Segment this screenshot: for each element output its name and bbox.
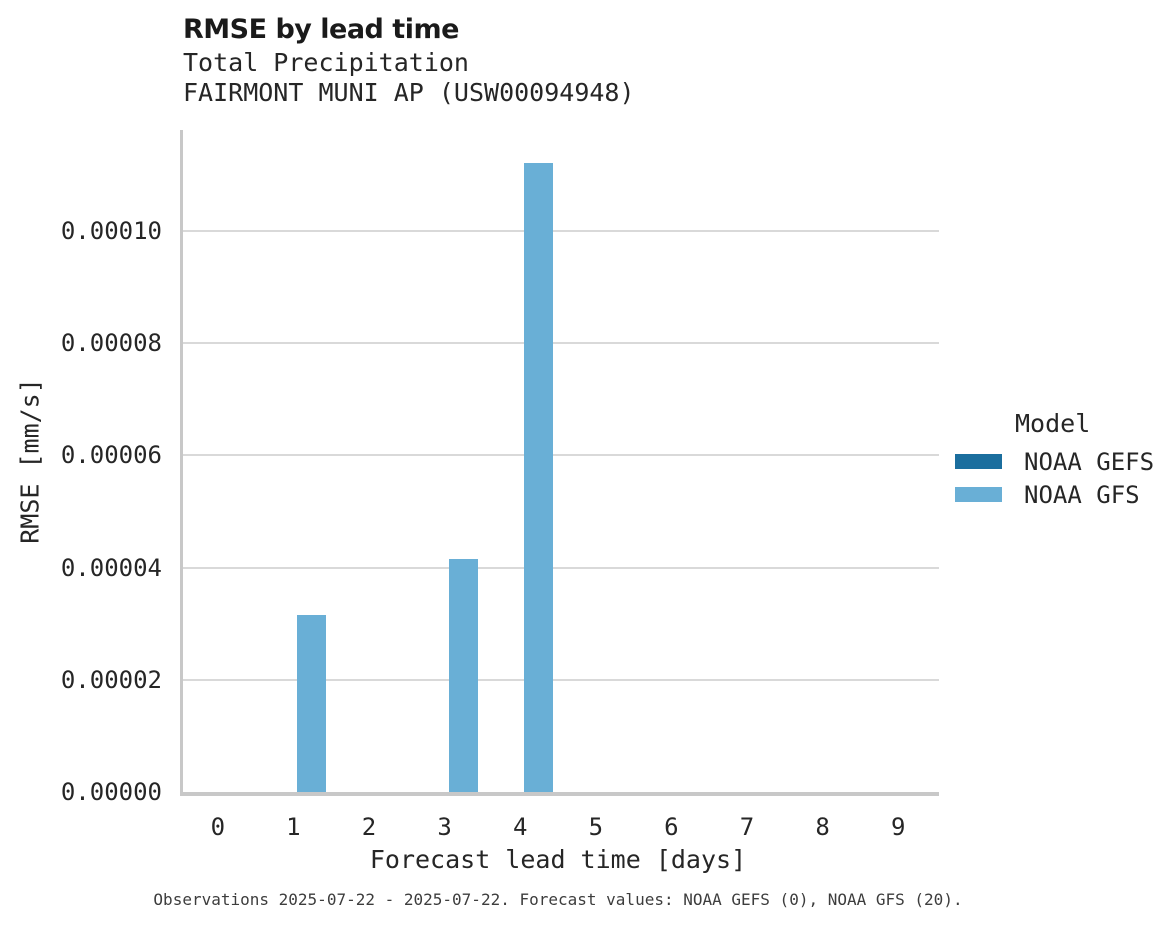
x-tick-label: 1 (286, 813, 301, 841)
x-tick-label: 5 (588, 813, 604, 841)
gridline (183, 454, 939, 457)
y-tick-label: 0.00008 (60, 329, 162, 358)
bar-noaa-gfs-lead-3 (448, 559, 478, 792)
x-tick-label: 4 (512, 813, 528, 841)
caption: Observations 2025-07-22 - 2025-07-22. Fo… (153, 890, 963, 909)
y-tick-label: 0.00004 (60, 553, 162, 582)
bar-noaa-gfs-lead-4 (524, 162, 554, 792)
y-tick-label: 0.00006 (60, 441, 162, 470)
x-tick-label: 7 (739, 813, 755, 841)
legend-swatch-icon (955, 454, 1002, 469)
legend-title: Model (1015, 409, 1091, 438)
bar-noaa-gfs-lead-1 (297, 614, 327, 792)
gridline (183, 229, 939, 232)
plot-area (180, 130, 939, 796)
y-tick-label: 0.00010 (60, 216, 162, 245)
gridline (183, 342, 939, 345)
y-tick-label: 0.00000 (60, 778, 162, 806)
legend-item: NOAA GFS (955, 478, 1154, 511)
legend-item: NOAA GEFS (955, 445, 1154, 478)
x-tick-label: 2 (361, 813, 377, 841)
x-axis-label: Forecast lead time [days] (369, 845, 747, 874)
gridline (183, 678, 939, 681)
chart-title: RMSE by lead time (183, 14, 459, 45)
x-tick-label: 8 (815, 813, 830, 841)
chart-subtitle-variable: Total Precipitation (183, 48, 469, 77)
chart-subtitle-station: FAIRMONT MUNI AP (USW00094948) (183, 78, 635, 107)
y-tick-label: 0.00002 (60, 665, 162, 694)
legend-swatch-icon (955, 487, 1002, 502)
gridline (183, 566, 939, 569)
x-tick-label: 0 (210, 813, 226, 841)
x-tick-label: 6 (664, 813, 679, 841)
legend-item-label: NOAA GFS (1024, 480, 1140, 509)
legend: Model NOAA GEFS NOAA GFS (955, 408, 1154, 511)
legend-items: NOAA GEFS NOAA GFS (955, 445, 1154, 511)
title-block: RMSE by lead time Total Precipitation FA… (183, 12, 635, 108)
x-tick-label: 3 (437, 813, 452, 841)
legend-item-label: NOAA GEFS (1024, 447, 1155, 476)
x-tick-label: 9 (890, 813, 906, 841)
